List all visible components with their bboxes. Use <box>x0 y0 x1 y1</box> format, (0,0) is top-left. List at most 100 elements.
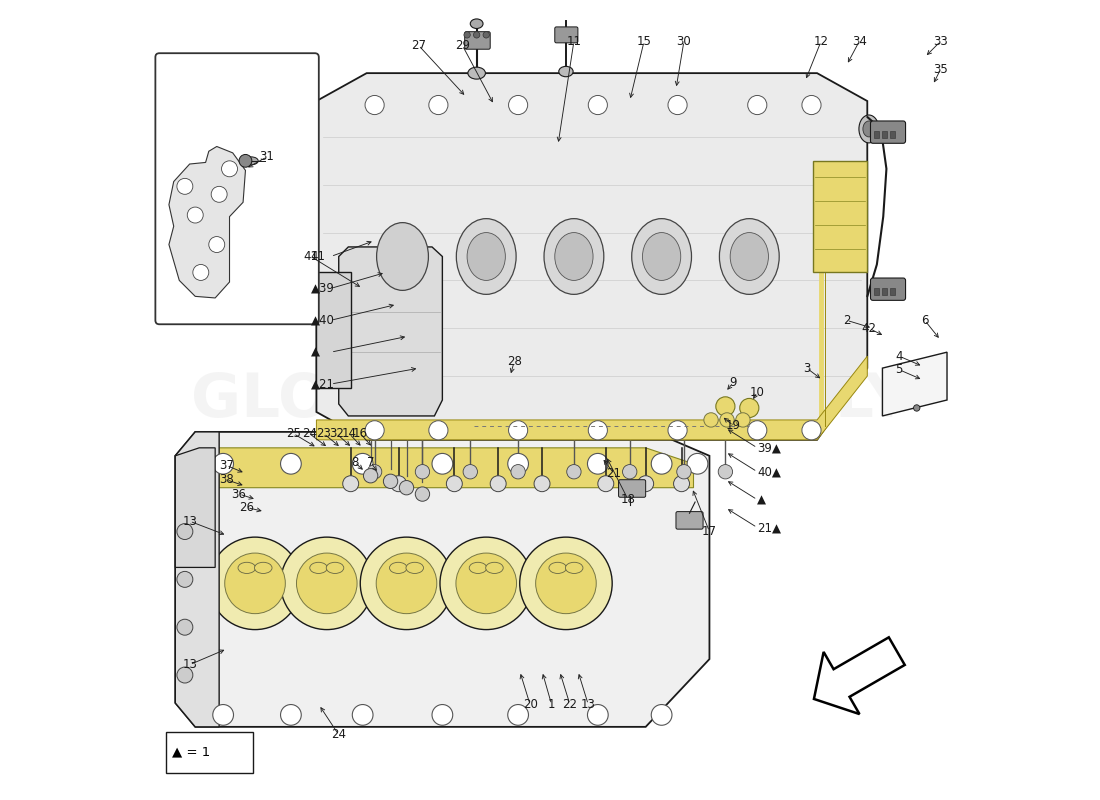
Text: 10: 10 <box>750 386 764 398</box>
Circle shape <box>535 476 550 492</box>
Circle shape <box>365 421 384 440</box>
FancyBboxPatch shape <box>890 131 895 138</box>
Circle shape <box>361 537 453 630</box>
Text: 12: 12 <box>814 34 828 48</box>
Text: 32: 32 <box>329 427 344 440</box>
Circle shape <box>192 265 209 281</box>
Circle shape <box>673 476 690 492</box>
Circle shape <box>432 705 453 726</box>
Text: 23: 23 <box>316 427 331 440</box>
Circle shape <box>587 705 608 726</box>
Circle shape <box>566 465 581 479</box>
Circle shape <box>510 465 526 479</box>
Ellipse shape <box>631 218 692 294</box>
Ellipse shape <box>565 562 583 574</box>
Ellipse shape <box>559 66 573 77</box>
Polygon shape <box>216 448 693 488</box>
Ellipse shape <box>730 233 769 281</box>
Circle shape <box>588 421 607 440</box>
Text: ▲39: ▲39 <box>311 282 334 295</box>
Polygon shape <box>814 638 905 714</box>
Text: ▲: ▲ <box>757 493 767 506</box>
Text: 2: 2 <box>843 314 850 326</box>
FancyBboxPatch shape <box>155 54 319 324</box>
Text: 8: 8 <box>351 456 359 469</box>
Text: 30: 30 <box>676 34 691 48</box>
Circle shape <box>748 421 767 440</box>
Text: 35: 35 <box>933 62 948 76</box>
Circle shape <box>297 553 358 614</box>
Circle shape <box>239 154 252 167</box>
Text: 34: 34 <box>851 34 867 48</box>
Circle shape <box>343 476 359 492</box>
Ellipse shape <box>389 562 407 574</box>
Text: 22: 22 <box>562 698 578 711</box>
Circle shape <box>280 454 301 474</box>
Ellipse shape <box>468 67 485 79</box>
Text: 13: 13 <box>183 514 197 528</box>
Ellipse shape <box>913 405 920 411</box>
FancyBboxPatch shape <box>464 32 491 50</box>
Text: ▲: ▲ <box>311 346 320 358</box>
Text: 15: 15 <box>637 34 651 48</box>
Circle shape <box>352 454 373 474</box>
Circle shape <box>384 474 398 489</box>
Circle shape <box>209 537 301 630</box>
Text: 39▲: 39▲ <box>757 442 781 454</box>
Text: 21: 21 <box>606 467 621 480</box>
Circle shape <box>668 95 688 114</box>
Ellipse shape <box>544 218 604 294</box>
Text: 5: 5 <box>895 363 903 376</box>
FancyBboxPatch shape <box>618 480 646 498</box>
Circle shape <box>704 413 718 427</box>
Polygon shape <box>175 432 710 727</box>
Ellipse shape <box>642 233 681 281</box>
Circle shape <box>802 421 821 440</box>
Circle shape <box>508 95 528 114</box>
FancyBboxPatch shape <box>870 278 905 300</box>
Circle shape <box>429 95 448 114</box>
FancyBboxPatch shape <box>874 288 879 294</box>
Ellipse shape <box>310 562 328 574</box>
Circle shape <box>736 413 750 427</box>
Circle shape <box>440 537 532 630</box>
Circle shape <box>716 397 735 416</box>
Ellipse shape <box>719 218 779 294</box>
Circle shape <box>352 705 373 726</box>
Circle shape <box>221 161 238 177</box>
Text: 33: 33 <box>933 34 948 48</box>
Ellipse shape <box>859 115 879 143</box>
Circle shape <box>464 32 471 38</box>
Text: 14: 14 <box>342 427 356 440</box>
FancyBboxPatch shape <box>166 732 253 773</box>
FancyBboxPatch shape <box>882 131 888 138</box>
Polygon shape <box>175 432 219 727</box>
Circle shape <box>719 413 734 427</box>
FancyBboxPatch shape <box>676 512 703 529</box>
Polygon shape <box>339 247 442 416</box>
Text: 13: 13 <box>581 698 596 711</box>
Circle shape <box>588 95 607 114</box>
Text: 37: 37 <box>219 459 234 472</box>
Ellipse shape <box>406 562 424 574</box>
Text: 41: 41 <box>304 250 318 263</box>
Text: 41: 41 <box>311 250 326 263</box>
Circle shape <box>651 705 672 726</box>
Text: 29: 29 <box>454 38 470 52</box>
Circle shape <box>376 553 437 614</box>
Circle shape <box>463 465 477 479</box>
Circle shape <box>177 571 192 587</box>
Circle shape <box>390 476 407 492</box>
Text: 20: 20 <box>522 698 538 711</box>
Ellipse shape <box>554 233 593 281</box>
Text: 6: 6 <box>921 314 928 326</box>
Ellipse shape <box>254 562 272 574</box>
Circle shape <box>177 523 192 539</box>
Text: 9: 9 <box>729 376 737 389</box>
Text: GLOBALAUTOSUPPLY: GLOBALAUTOSUPPLY <box>191 370 909 430</box>
Text: 13: 13 <box>183 658 197 671</box>
Text: 1: 1 <box>548 698 556 711</box>
Text: 40▲: 40▲ <box>757 466 781 478</box>
FancyBboxPatch shape <box>890 288 895 294</box>
Text: 11: 11 <box>566 34 582 48</box>
